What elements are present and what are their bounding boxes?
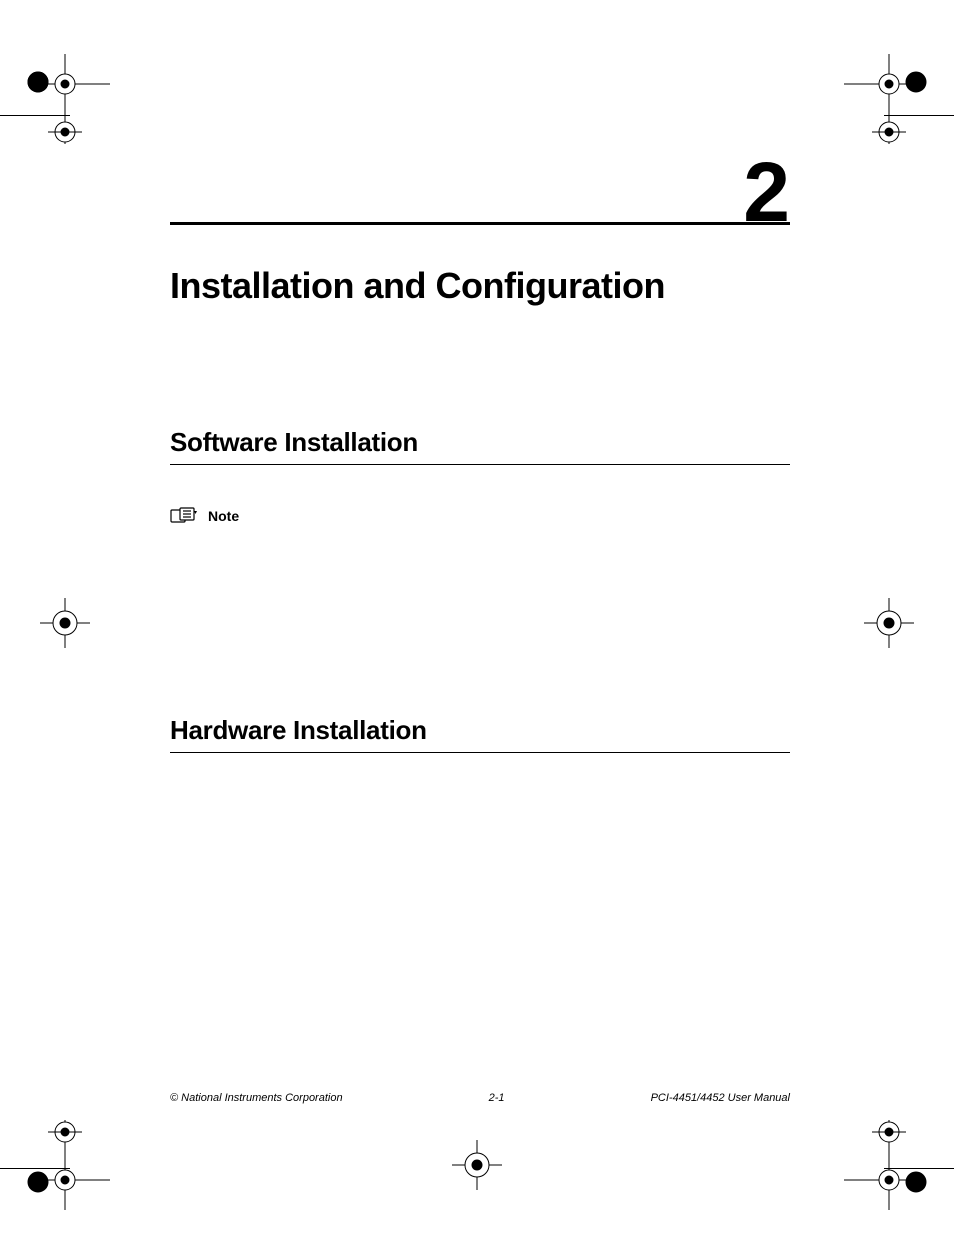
- registration-mark-icon: [20, 578, 110, 668]
- note-icon: [170, 507, 198, 525]
- footer-copyright: © National Instruments Corporation: [170, 1092, 343, 1104]
- registration-mark-icon: [844, 578, 934, 668]
- section-title: Hardware Installation: [170, 715, 790, 753]
- page-footer: © National Instruments Corporation 2-1 P…: [170, 1092, 790, 1104]
- registration-mark-icon: [844, 54, 934, 144]
- chapter-title: Installation and Configuration: [170, 265, 790, 307]
- registration-mark-icon: [20, 1120, 110, 1210]
- registration-mark-icon: [844, 1120, 934, 1210]
- section-software-installation: Software Installation Note: [170, 427, 790, 525]
- section-hardware-installation: Hardware Installation: [170, 715, 790, 753]
- registration-mark-icon: [432, 1120, 522, 1210]
- section-title: Software Installation: [170, 427, 790, 465]
- note-callout: Note: [170, 507, 790, 525]
- chapter-rule: [170, 222, 790, 225]
- footer-manual-title: PCI-4451/4452 User Manual: [651, 1092, 790, 1104]
- note-label: Note: [208, 508, 239, 524]
- page-content: 2 Installation and Configuration Softwar…: [170, 150, 790, 943]
- footer-page-number: 2-1: [489, 1092, 505, 1104]
- registration-mark-icon: [20, 54, 110, 144]
